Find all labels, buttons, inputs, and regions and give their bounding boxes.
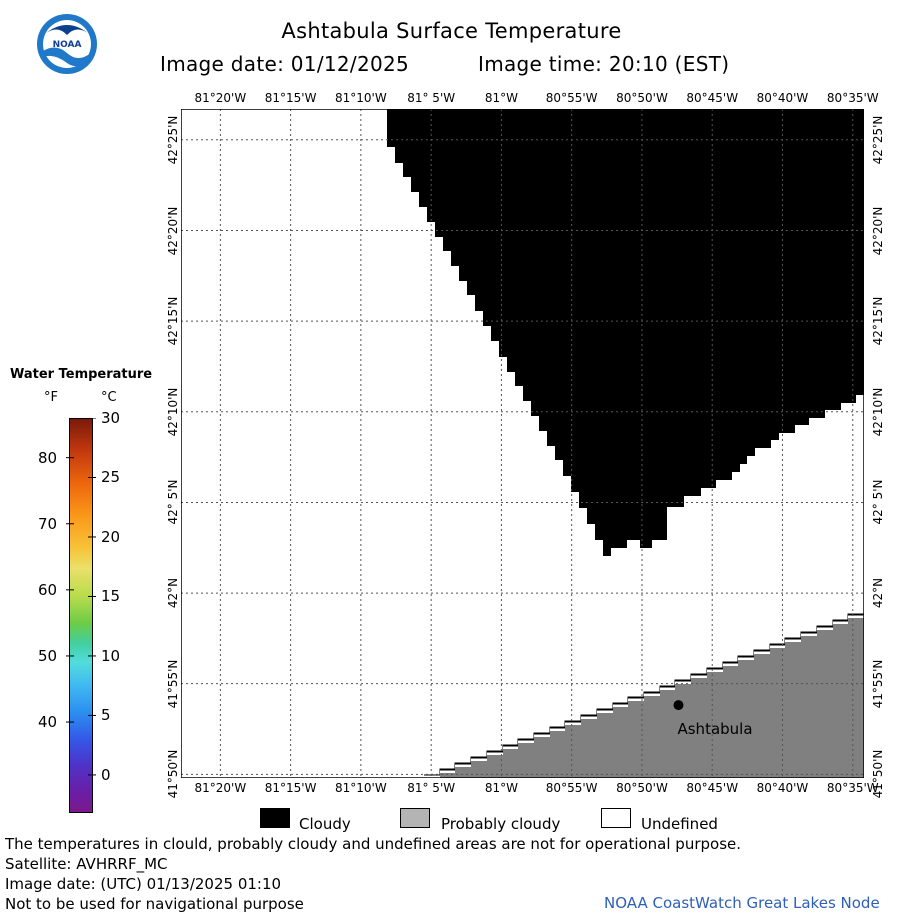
disclaimer-text: The temperatures in clould, probably clo…	[5, 835, 742, 853]
lon-label: 80°45'W	[686, 781, 739, 795]
temperature-map: Ashtabula	[181, 109, 864, 778]
celsius-tick-label: 20	[101, 527, 121, 546]
fahrenheit-tick-label: 60	[38, 580, 58, 599]
lat-label: 42°10'N	[166, 387, 180, 437]
undefined-swatch	[601, 808, 631, 828]
lon-label: 80°55'W	[545, 781, 598, 795]
land-fill	[440, 612, 864, 778]
unit-celsius: °C	[101, 390, 117, 405]
lat-label: 42°25'N	[166, 115, 180, 165]
lat-label: 42°15'N	[871, 296, 885, 346]
lat-label: 42°25'N	[871, 115, 885, 165]
lon-label: 80°40'W	[756, 91, 809, 105]
fahrenheit-tick-label: 40	[38, 713, 58, 732]
fahrenheit-tick-label: 70	[38, 514, 58, 533]
cloud-area	[387, 109, 864, 556]
lon-label: 81° 5'W	[407, 781, 456, 795]
lat-label: 42°20'N	[166, 206, 180, 255]
celsius-tick-label: 25	[101, 468, 121, 487]
lon-label: 81° 5'W	[407, 91, 456, 105]
cloudy-label: Cloudy	[299, 815, 351, 833]
probably-cloudy-swatch	[400, 808, 430, 828]
lat-label: 42°15'N	[166, 296, 180, 346]
lon-label: 81°15'W	[264, 781, 317, 795]
footer-notes: The temperatures in clould, probably clo…	[5, 834, 741, 914]
lat-label: 41°50'N	[166, 750, 180, 799]
celsius-tick-label: 5	[101, 706, 111, 725]
cloudy-swatch	[260, 808, 290, 828]
image-date: Image date: 01/12/2025	[160, 52, 410, 76]
lon-label: 80°50'W	[616, 91, 668, 105]
temperature-colorbar	[69, 418, 93, 813]
lat-label: 42°N	[871, 577, 885, 609]
lat-lon-grid	[181, 109, 864, 778]
lon-label: 81°20'W	[194, 91, 247, 105]
lon-label: 80°55'W	[545, 91, 598, 105]
lat-label: 41°50'N	[871, 750, 885, 799]
land-area	[424, 608, 864, 778]
lat-label: 42°10'N	[871, 387, 885, 437]
probably-cloudy-label: Probably cloudy	[441, 815, 561, 833]
lon-label: 81°15'W	[264, 91, 317, 105]
lon-label: 80°50'W	[616, 781, 668, 795]
noaa-logo: NOAA	[36, 13, 98, 75]
fahrenheit-tick-label: 80	[38, 448, 58, 467]
lon-label: 80°45'W	[686, 91, 739, 105]
legend-title: Water Temperature	[10, 367, 153, 382]
lon-label: 80°40'W	[756, 781, 809, 795]
city-label: Ashtabula	[677, 720, 752, 738]
celsius-tick-label: 10	[101, 646, 121, 665]
lat-label: 42°20'N	[871, 206, 885, 255]
lon-label: 81°10'W	[334, 91, 387, 105]
lon-label: 81°10'W	[334, 781, 387, 795]
lat-label: 42°N	[166, 577, 180, 609]
city-marker	[673, 700, 684, 711]
celsius-tick-label: 15	[101, 587, 121, 606]
lat-label: 41°55'N	[871, 659, 885, 709]
lat-label: 41°55'N	[166, 659, 180, 709]
satellite-text: Satellite: AVHRRF_MC	[5, 855, 168, 873]
undefined-label: Undefined	[641, 815, 718, 833]
navigation-warning: Not to be used for navigational purpose	[5, 895, 304, 913]
credit-text: NOAA CoastWatch Great Lakes Node	[604, 894, 880, 912]
fahrenheit-tick-label: 50	[38, 646, 58, 665]
lon-label: 81°W	[484, 91, 518, 105]
utc-date-text: Image date: (UTC) 01/13/2025 01:10	[5, 875, 282, 893]
image-time: Image time: 20:10 (EST)	[478, 52, 730, 76]
unit-fahrenheit: °F	[44, 390, 58, 405]
lat-label: 42° 5'N	[166, 479, 180, 525]
lon-label: 81°W	[484, 781, 518, 795]
colorbar-ticks	[66, 418, 96, 776]
celsius-tick-label: 30	[101, 409, 121, 427]
lon-label: 80°35'W	[826, 781, 879, 795]
lat-label: 42° 5'N	[871, 479, 885, 525]
celsius-tick-label: 0	[101, 765, 111, 784]
lon-label: 80°35'W	[826, 91, 879, 105]
lon-label: 81°20'W	[194, 781, 247, 795]
map-title: Ashtabula Surface Temperature	[281, 19, 622, 43]
logo-text: NOAA	[53, 40, 82, 50]
